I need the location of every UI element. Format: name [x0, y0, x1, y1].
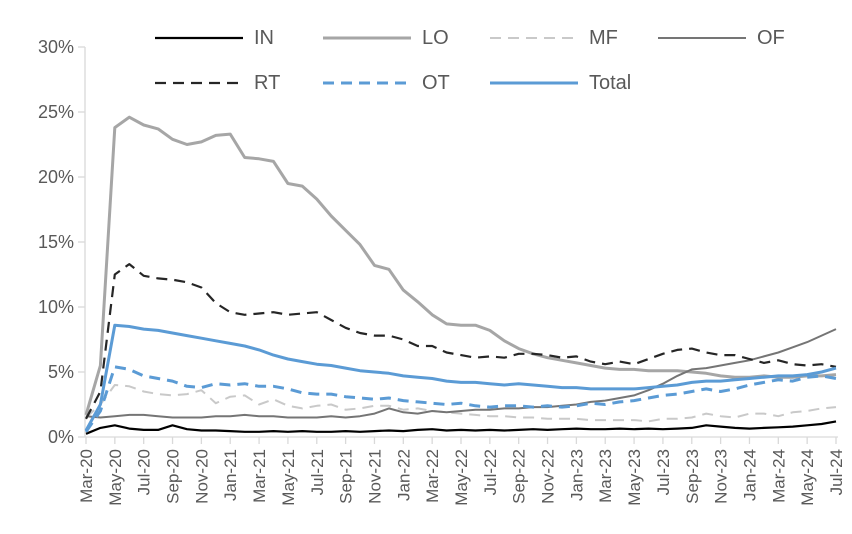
x-tick-label: Mar-22: [423, 449, 442, 503]
axes: [78, 46, 838, 444]
x-tick-label: Sep-20: [164, 449, 183, 504]
series-line-mf: [85, 384, 837, 423]
legend-label-total: Total: [589, 72, 632, 94]
legend-swatch-mf: [490, 37, 578, 39]
x-tick-label: May-21: [279, 449, 298, 506]
x-tick-label: May-22: [452, 449, 471, 506]
y-axis-labels: 0% 5% 10% 15% 20% 25% 30%: [38, 37, 74, 447]
series-line-ot: [84, 365, 837, 433]
series-line-rt: [85, 263, 837, 420]
x-tick-label: Mar-24: [769, 449, 788, 503]
series-line-in: [85, 420, 837, 435]
x-tick-label: Jul-23: [654, 449, 673, 495]
legend-label-rt: RT: [254, 72, 281, 94]
series-line-of: [85, 328, 837, 419]
x-tick-label: Sep-23: [683, 449, 702, 504]
x-tick-label: Nov-22: [539, 449, 558, 504]
legend-label-lo: LO: [422, 27, 449, 49]
chart-legend: IN LO MF OF RT OT Total: [0, 0, 852, 110]
x-tick-label: Sep-22: [510, 449, 529, 504]
legend-item-in: IN: [155, 24, 274, 52]
x-tick-label: Mar-20: [77, 449, 96, 503]
series-line-lo: [84, 115, 837, 416]
legend-label-of: OF: [757, 27, 785, 49]
x-tick-label: Mar-23: [596, 449, 615, 503]
legend-swatch-of: [658, 37, 746, 39]
series-line-total: [84, 323, 837, 432]
x-tick-label: May-23: [625, 449, 644, 506]
y-tick-label: 10%: [38, 297, 74, 317]
x-tick-label: Nov-20: [192, 449, 211, 504]
y-tick-label: 15%: [38, 232, 74, 252]
x-tick-label: Sep-21: [337, 449, 356, 504]
x-tick-label: Jul-22: [481, 449, 500, 495]
legend-label-ot: OT: [422, 72, 450, 94]
x-tick-label: Jul-20: [135, 449, 154, 495]
legend-swatch-ot: [323, 81, 411, 85]
legend-item-of: OF: [658, 24, 785, 52]
y-tick-label: 0%: [48, 427, 74, 447]
x-tick-label: Jul-21: [308, 449, 327, 495]
x-tick-label: Mar-21: [250, 449, 269, 503]
legend-item-lo: LO: [323, 24, 449, 52]
legend-swatch-in: [155, 36, 243, 40]
x-tick-label: Jan-22: [394, 449, 413, 501]
x-tick-label: May-24: [798, 449, 817, 506]
x-tick-label: May-20: [106, 449, 125, 506]
x-tick-label: Jan-24: [740, 449, 759, 501]
x-tick-label: Nov-23: [712, 449, 731, 504]
legend-swatch-rt: [155, 81, 243, 85]
y-tick-label: 20%: [38, 167, 74, 187]
y-tick-label: 25%: [38, 102, 74, 122]
y-tick-label: 5%: [48, 362, 74, 382]
legend-item-rt: RT: [155, 69, 280, 97]
legend-swatch-total: [490, 81, 578, 85]
series-lines: [84, 115, 837, 435]
legend-swatch-lo: [323, 36, 411, 40]
y-tick-label: 30%: [38, 37, 74, 57]
x-tick-label: Nov-21: [365, 449, 384, 504]
x-tick-label: Jan-23: [567, 449, 586, 501]
legend-item-ot: OT: [323, 69, 450, 97]
legend-label-in: IN: [254, 27, 274, 49]
legend-item-total: Total: [490, 69, 631, 97]
x-tick-label: Jul-24: [827, 449, 846, 495]
x-axis-labels: Mar-20 May-20 Jul-20 Sep-20 Nov-20 Jan-21 Mar-…: [77, 449, 846, 506]
x-tick-label: Jan-21: [221, 449, 240, 501]
legend-label-mf: MF: [589, 27, 618, 49]
legend-item-mf: MF: [490, 24, 618, 52]
